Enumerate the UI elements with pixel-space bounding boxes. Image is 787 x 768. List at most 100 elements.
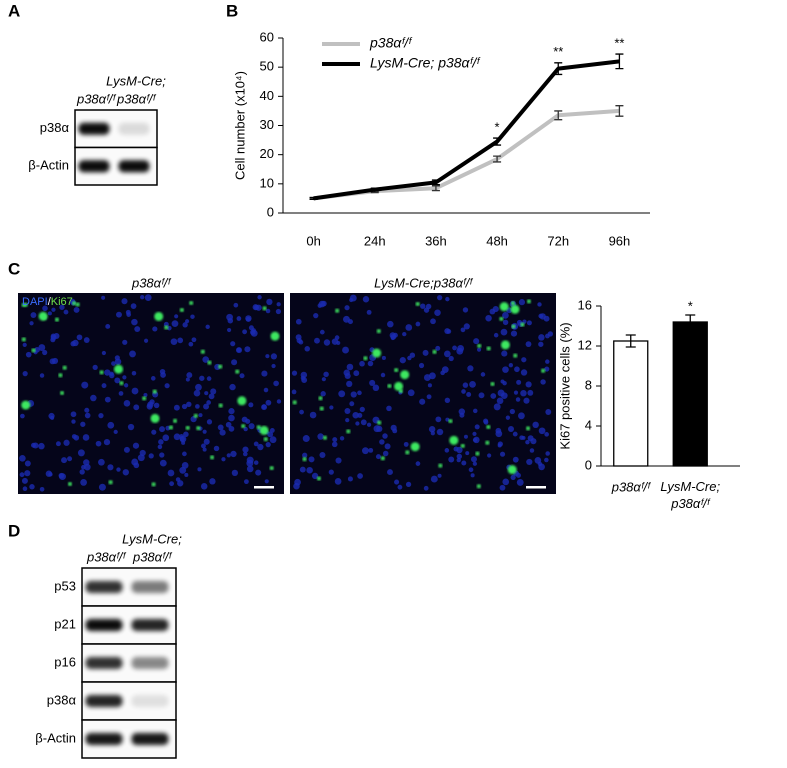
nucleus (399, 357, 406, 364)
nucleus (184, 472, 189, 478)
ki67-cell (511, 324, 516, 329)
nucleus (403, 441, 409, 447)
nucleus (339, 436, 345, 441)
nucleus (231, 359, 238, 366)
nucleus (334, 478, 342, 485)
nucleus (208, 393, 215, 400)
nucleus (122, 375, 127, 380)
ki67-cell (541, 368, 546, 373)
y-tick-label: 30 (260, 117, 274, 132)
x-tick-label-line: p38αᶠ/ᶠ (670, 496, 710, 511)
micrograph (18, 293, 284, 494)
ki67-cell (449, 435, 459, 445)
nucleus (321, 377, 326, 382)
error-bar-line (431, 179, 440, 186)
nucleus (202, 447, 207, 452)
ki67-cell (438, 463, 443, 468)
nucleus (452, 345, 457, 351)
nucleus (463, 323, 470, 330)
error-bar-line (493, 137, 502, 146)
ki67-cell (31, 348, 36, 353)
legend-label: LysM-Cre; p38αᶠ/ᶠ (370, 55, 481, 71)
nucleus (80, 421, 86, 427)
nucleus (42, 305, 48, 312)
ki67-cell (432, 349, 437, 354)
nucleus (133, 404, 140, 411)
nucleus (538, 427, 546, 435)
nucleus (462, 307, 469, 313)
nucleus (422, 349, 429, 356)
ki67-cell (185, 425, 190, 430)
ki67-cell (302, 457, 307, 462)
error-bar-line (615, 105, 624, 117)
nucleus (300, 371, 308, 379)
x-tick-label: 36h (425, 233, 447, 248)
nucleus (19, 455, 26, 462)
nucleus (206, 419, 213, 425)
error-bar (554, 110, 563, 121)
nucleus (516, 379, 522, 385)
nucleus (306, 466, 313, 474)
nucleus (353, 370, 360, 377)
nucleus (298, 339, 304, 345)
nucleus (405, 481, 412, 488)
ki67-cell (394, 381, 404, 391)
nucleus (445, 296, 450, 302)
nucleus (497, 443, 502, 448)
nucleus (304, 346, 310, 352)
nucleus (512, 456, 519, 463)
lane-label: p38αᶠ/ᶠ (132, 549, 172, 564)
annotation: ** (614, 35, 624, 50)
stain-label: DAPI/Ki67 (22, 296, 73, 308)
y-tick-label: 60 (260, 29, 274, 44)
nucleus (473, 436, 480, 444)
error-bar (685, 314, 696, 330)
nucleus (227, 327, 232, 333)
nucleus (38, 344, 46, 351)
nucleus (49, 358, 56, 365)
nucleus (466, 392, 472, 398)
blot-row-label: p38α (47, 692, 77, 707)
nucleus (245, 418, 251, 424)
nucleus (515, 397, 521, 402)
nucleus (461, 389, 466, 394)
nucleus (29, 321, 34, 326)
nucleus (111, 361, 116, 366)
nucleus (116, 311, 122, 318)
nucleus (144, 338, 149, 343)
error-bar-line (554, 110, 563, 121)
nucleus (521, 435, 526, 440)
nucleus (239, 373, 245, 379)
nucleus (243, 426, 248, 432)
nucleus (397, 484, 403, 490)
nucleus (492, 306, 499, 313)
nucleus (133, 462, 140, 469)
nucleus (59, 304, 65, 310)
nucleus (335, 457, 342, 464)
nucleus (177, 480, 184, 487)
nucleus (162, 434, 170, 442)
nucleus (55, 441, 61, 447)
x-tick-label: 48h (486, 233, 508, 248)
nucleus (545, 409, 552, 415)
blot-row-label: β-Actin (35, 730, 76, 745)
blot-row-label: p38α (40, 120, 70, 135)
nucleus (443, 350, 451, 358)
nucleus (456, 453, 463, 460)
error-bar (493, 137, 502, 146)
nucleus (493, 332, 499, 338)
nucleus (202, 356, 210, 363)
nucleus (199, 375, 205, 381)
nucleus (430, 318, 436, 325)
nucleus (257, 295, 262, 300)
nucleus (183, 431, 189, 438)
ki67-cell (67, 482, 72, 487)
nucleus (157, 444, 163, 450)
nucleus (525, 440, 530, 445)
nucleus (456, 446, 463, 454)
y-tick-label: 12 (578, 337, 592, 352)
nucleus (159, 459, 167, 467)
nucleus (386, 405, 392, 412)
series-line (313, 59, 620, 201)
nucleus (420, 303, 426, 309)
